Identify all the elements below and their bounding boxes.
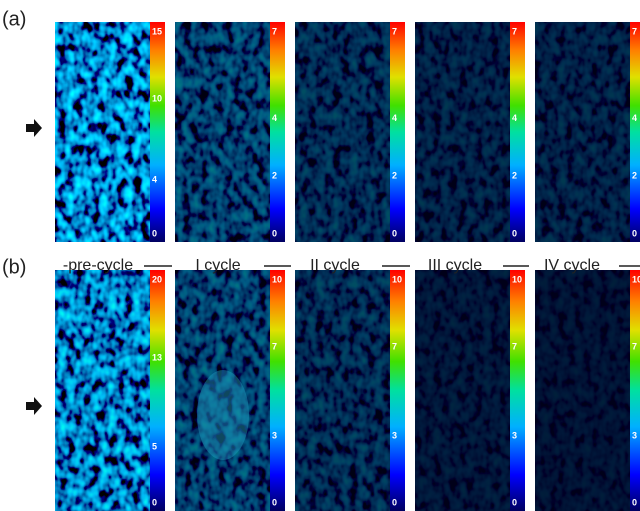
colorbar-tick: 13: [152, 352, 162, 362]
colorbar-tick: 0: [272, 497, 277, 507]
cycle-label: II cycle: [310, 257, 360, 274]
heatmap: [55, 22, 150, 242]
colorbar: [510, 270, 525, 511]
cycle-label: IV cycle: [544, 257, 600, 274]
colorbar-tick: 15: [152, 26, 162, 36]
panel-label: (a): [2, 8, 26, 30]
colorbar-tick: 10: [632, 274, 640, 284]
colorbar-tick: 3: [272, 430, 277, 440]
colorbar-tick: 7: [392, 26, 397, 36]
colorbar-tick: 7: [272, 26, 277, 36]
colorbar-tick: 7: [392, 341, 397, 351]
colorbar-tick: 0: [512, 228, 517, 238]
colorbar-tick: 10: [152, 94, 162, 104]
colorbar-tick: 4: [152, 175, 157, 185]
colorbar-tick: 7: [632, 26, 637, 36]
colorbar-tick: 0: [152, 228, 157, 238]
colorbar-tick: 7: [272, 341, 277, 351]
colorbar-tick: 4: [632, 113, 637, 123]
colorbar-tick: 4: [272, 113, 277, 123]
colorbar-tick: 2: [512, 171, 517, 181]
colorbar-tick: 4: [512, 113, 517, 123]
heatmap: [295, 270, 390, 511]
colorbar-tick: 2: [632, 171, 637, 181]
cycle-label: I cycle: [195, 257, 240, 274]
colorbar-tick: 7: [512, 26, 517, 36]
colorbar-tick: 0: [392, 228, 397, 238]
heatmap: [175, 270, 270, 511]
panel-label: (b): [2, 256, 26, 278]
colorbar-tick: 3: [392, 430, 397, 440]
colorbar-tick: 3: [512, 430, 517, 440]
cycle-label: III cycle: [428, 257, 482, 274]
colorbar-tick: 7: [632, 341, 637, 351]
colorbar: [630, 22, 640, 242]
heatmap: [295, 22, 390, 242]
colorbar: [390, 270, 405, 511]
heatmap: [55, 270, 150, 511]
colorbar-tick: 0: [152, 497, 157, 507]
heatmap: [535, 270, 630, 511]
colorbar-tick: 10: [512, 274, 522, 284]
colorbar: [510, 22, 525, 242]
colorbar-tick: 5: [152, 442, 157, 452]
colorbar-tick: 2: [392, 171, 397, 181]
heatmap-blob: [197, 370, 249, 460]
cycle-label: -pre-cycle: [63, 257, 133, 274]
colorbar-tick: 0: [632, 497, 637, 507]
colorbar-tick: 2: [272, 171, 277, 181]
colorbar-tick: 20: [152, 274, 162, 284]
colorbar-tick: 0: [512, 497, 517, 507]
colorbar: [150, 22, 165, 242]
colorbar: [270, 22, 285, 242]
heatmap: [175, 22, 270, 242]
colorbar: [150, 270, 165, 511]
arrow: [26, 397, 42, 415]
colorbar-tick: 0: [392, 497, 397, 507]
colorbar-tick: 10: [272, 274, 282, 284]
heatmap: [415, 270, 510, 511]
colorbar: [390, 22, 405, 242]
colorbar-tick: 10: [392, 274, 402, 284]
colorbar-tick: 0: [272, 228, 277, 238]
heatmap: [535, 22, 630, 242]
arrow: [26, 119, 42, 137]
panels: (a)1510407420742074207420(b)201350107301…: [2, 8, 640, 511]
colorbar: [270, 270, 285, 511]
colorbar: [630, 270, 640, 511]
colorbar-tick: 4: [392, 113, 397, 123]
colorbar-tick: 7: [512, 341, 517, 351]
colorbar-tick: 3: [632, 430, 637, 440]
colorbar-tick: 0: [632, 228, 637, 238]
heatmap: [415, 22, 510, 242]
